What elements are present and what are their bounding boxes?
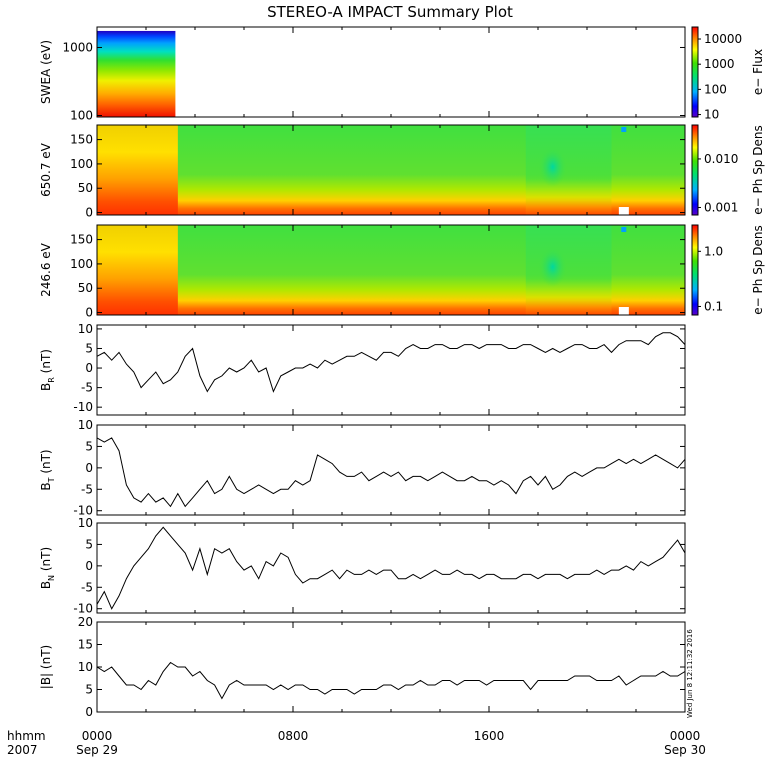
br-ytick-label: -5 — [81, 381, 93, 395]
pad-246-data-gap — [618, 307, 629, 315]
pad-246-ytick-label: 100 — [70, 257, 93, 271]
br-panel: -10 -5 0 5 10 BR (nT) — [39, 322, 686, 416]
time-tick-hhmm: 0000 — [670, 729, 701, 743]
pad-246-colorbar-tick-label: 0.1 — [704, 299, 723, 313]
swea-colorbar-tick-label: 100 — [704, 82, 727, 96]
pad-246-panel: 0 50 100 150 246.6 eV 0.1 1.0 e− Ph Sp Dens — [39, 224, 765, 320]
bt-ytick-label: -10 — [73, 504, 93, 518]
swea-colorbar-tick-label: 10 — [704, 108, 719, 122]
bt-ylabel: BT (nT) — [39, 449, 56, 490]
pad-246-enhancement — [538, 247, 567, 287]
bmag-ylabel: |B| (nT) — [39, 645, 53, 689]
bt-trace — [96, 437, 686, 508]
time-row1-label: hhmm — [7, 729, 46, 743]
bn-ytick-label: 10 — [78, 516, 93, 530]
pad-246-ytick-label: 0 — [85, 306, 93, 320]
pad-246-ylabel: 246.6 eV — [39, 242, 53, 297]
pad-650-spectrogram-late — [525, 125, 612, 215]
swea-colorbar-label: e− Flux — [751, 49, 765, 95]
bt-ytick-label: 10 — [78, 418, 93, 432]
pad-246-spectrogram-late — [525, 225, 612, 315]
swea-ytick-label: 1000 — [62, 40, 93, 54]
time-tick-hhmm: 0000 — [82, 729, 113, 743]
pad-650-colorbar-label: e− Ph Sp Dens — [751, 125, 765, 214]
bmag-panel: 0 5 10 15 20 |B| (nT) — [39, 615, 686, 719]
swea-frame — [96, 26, 686, 118]
pad-650-spot — [621, 127, 627, 132]
bmag-ytick-label: 10 — [78, 660, 93, 674]
pad-246-ytick-label: 150 — [70, 233, 93, 247]
bmag-ytick-label: 20 — [78, 615, 93, 629]
pad-650-colorbar-tick-label: 0.001 — [704, 200, 738, 214]
pad-650-colorbar — [691, 124, 699, 216]
pad-650-panel: 0 50 100 150 650.7 eV 0.001 0.010 e− Ph Sp Dens — [39, 124, 765, 220]
swea-spectrogram — [97, 30, 176, 118]
time-tick-date: Sep 29 — [76, 743, 118, 757]
time-row2-label: 2007 — [7, 743, 38, 757]
br-ytick-label: 5 — [85, 341, 93, 355]
pad-246-colorbar — [691, 224, 699, 316]
bn-ytick-label: -5 — [81, 580, 93, 594]
pad-246-colorbar-label: e− Ph Sp Dens — [751, 225, 765, 314]
bmag-trace — [96, 661, 686, 700]
pad-650-colorbar-tick-label: 0.010 — [704, 152, 738, 166]
bt-ytick-label: 5 — [85, 439, 93, 453]
bn-frame — [96, 522, 686, 614]
swea-panel: 100 1000 SWEA (eV) 10 100 1000 10000 e− Flux — [39, 26, 765, 122]
pad-650-ytick-label: 100 — [70, 157, 93, 171]
time-tick-date: Sep 30 — [664, 743, 706, 757]
pad-246-colorbar-tick-label: 1.0 — [704, 244, 723, 258]
swea-ylabel: SWEA (eV) — [39, 40, 53, 104]
bn-panel: -10 -5 0 5 10 BN (nT) — [39, 516, 686, 616]
pad-246-spot — [621, 227, 627, 232]
time-tick-hhmm: 0800 — [278, 729, 309, 743]
pad-246-ytick-label: 50 — [78, 281, 93, 295]
bmag-ytick-label: 15 — [78, 638, 93, 652]
swea-colorbar-tick-label: 1000 — [704, 57, 735, 71]
pad-246-spectrogram-early — [97, 225, 178, 315]
br-ytick-label: 0 — [85, 361, 93, 375]
bn-ytick-label: 0 — [85, 559, 93, 573]
pad-650-ylabel: 650.7 eV — [39, 142, 53, 197]
pad-650-ytick-label: 0 — [85, 206, 93, 220]
plot-title: STEREO-A IMPACT Summary Plot — [267, 3, 513, 21]
pad-650-ytick-label: 50 — [78, 181, 93, 195]
bt-ytick-label: -5 — [81, 482, 93, 496]
time-tick-hhmm: 1600 — [474, 729, 505, 743]
bmag-ytick-label: 0 — [85, 705, 93, 719]
br-ytick-label: -10 — [73, 400, 93, 414]
bn-trace — [96, 526, 686, 610]
pad-650-ytick-label: 150 — [70, 133, 93, 147]
pad-650-spectrogram-early — [97, 125, 178, 215]
bn-ylabel: BN (nT) — [39, 547, 56, 589]
bt-frame — [96, 424, 686, 516]
br-ytick-label: 10 — [78, 322, 93, 336]
bt-ytick-label: 0 — [85, 461, 93, 475]
bn-ytick-label: 5 — [85, 537, 93, 551]
bmag-ytick-label: 5 — [85, 683, 93, 697]
br-frame — [96, 324, 686, 416]
br-trace — [96, 332, 686, 393]
bn-ytick-label: -10 — [73, 602, 93, 616]
swea-ytick-label: 100 — [70, 108, 93, 122]
br-ylabel: BR (nT) — [39, 349, 56, 391]
bt-panel: -10 -5 0 5 10 BT (nT) — [39, 418, 686, 518]
pad-650-enhancement — [538, 147, 567, 187]
swea-colorbar-tick-label: 10000 — [704, 32, 742, 46]
swea-colorbar — [691, 26, 699, 118]
pad-650-data-gap — [618, 207, 629, 215]
generation-timestamp: Wed Jun 8 12:11:32 2016 — [686, 629, 694, 718]
